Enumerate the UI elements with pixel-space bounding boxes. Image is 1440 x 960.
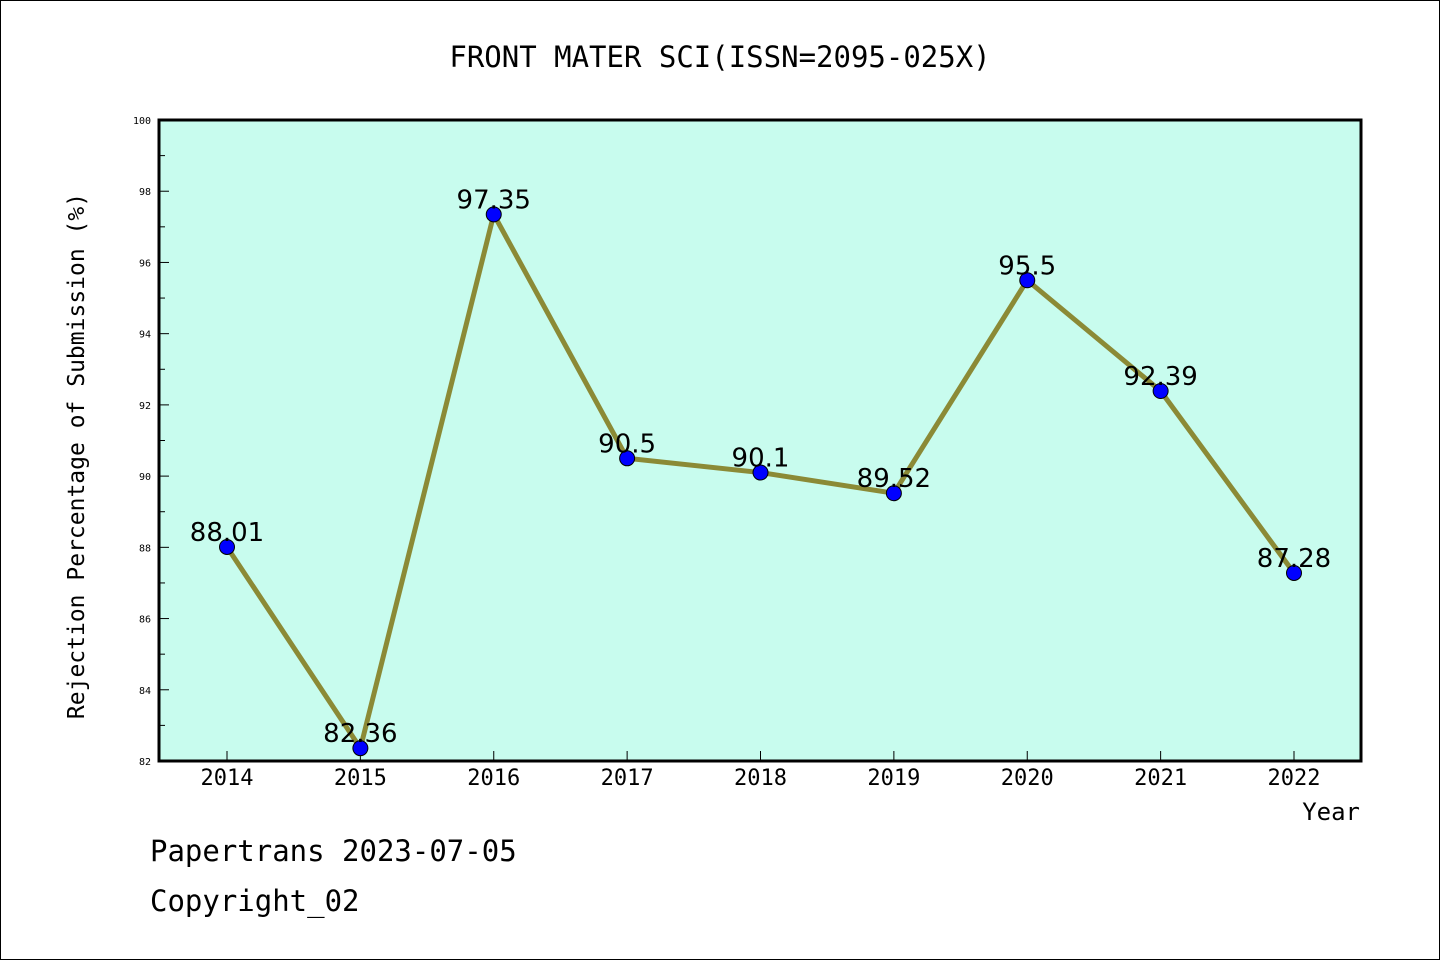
y-tick-label: 92 [139,401,151,412]
chart-title: FRONT MATER SCI(ISSN=2095-025X) [449,40,990,74]
series-rejection-percentage [219,206,1302,757]
y-axis-label: Rejection Percentage of Submission (%) [64,193,90,719]
data-point [219,538,235,555]
x-tick-label: 2018 [734,766,787,791]
y-tick-label: 88 [139,543,151,554]
data-label: 95.5 [998,251,1056,281]
y-tick-label: 100 [133,116,151,127]
footer-copyright: Copyright_02 [150,884,360,918]
data-label: 97.35 [457,185,531,215]
y-tick-label: 96 [139,258,151,269]
y-tick-label: 86 [139,615,151,626]
x-tick-label: 2015 [334,766,387,791]
data-point [485,206,502,223]
x-axis: 2014 2015 2016 2017 2018 2019 2020 2021 2022 [201,751,1321,791]
x-tick-label: 2014 [201,766,254,791]
y-tick-label: 98 [139,187,151,198]
data-point [885,485,902,502]
data-label: 90.1 [732,444,790,474]
y-tick-label: 94 [139,330,151,341]
x-tick-label: 2020 [1001,766,1054,791]
y-tick-label: 90 [139,472,151,483]
y-tick-label: 84 [139,686,151,697]
x-axis-label: Year [1302,798,1360,826]
data-label: 92.39 [1123,362,1197,392]
x-tick-label: 2019 [867,766,920,791]
x-tick-label: 2016 [467,766,520,791]
x-tick-label: 2021 [1134,766,1187,791]
data-point [1286,564,1302,581]
data-point [752,464,769,481]
data-point [1019,272,1036,289]
data-label: 89.52 [857,464,931,494]
data-point [619,450,636,467]
y-axis: 82 84 86 88 90 92 94 96 98 100 [133,116,169,768]
x-tick-label: 2022 [1268,766,1321,791]
data-labels: 88.01 82.36 97.35 90.5 90.1 89.52 95.5 92.39 87.… [190,185,1331,749]
data-point [1152,383,1169,400]
y-tick-label: 82 [139,757,151,768]
data-label: 90.5 [598,429,656,459]
data-point [352,740,369,757]
footer-date: Papertrans 2023-07-05 [150,834,517,868]
data-label: 82.36 [323,719,397,749]
plot-area [157,118,1363,763]
data-label: 87.28 [1257,544,1331,574]
data-label: 88.01 [190,518,264,548]
x-tick-label: 2017 [601,766,654,791]
